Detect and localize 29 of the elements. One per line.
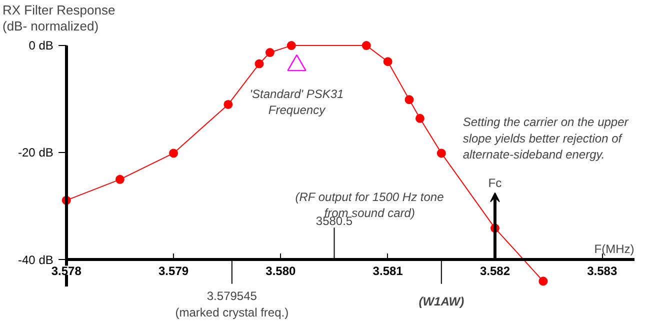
y-tick-label: -40 dB — [18, 252, 54, 267]
x-axis-title: F(MHz) — [594, 242, 634, 256]
x-tick-label: 3.580 — [266, 264, 296, 278]
point — [169, 148, 178, 158]
point — [224, 100, 233, 109]
point — [415, 114, 424, 123]
x-tick-label: 3.583 — [587, 264, 618, 278]
point — [436, 148, 446, 158]
point — [254, 59, 264, 68]
y-tick-label: -20 dB — [18, 146, 54, 160]
y-tick-label: 0 dB — [28, 38, 54, 53]
x-tick-label: 3.581 — [372, 264, 404, 278]
text: 3.579545 (marked crystal freq.) — [175, 289, 289, 320]
x-tick-label: 3.578 — [51, 264, 82, 278]
point — [265, 48, 274, 58]
x-tick-label: 3.579 — [158, 264, 189, 278]
x-tick-label: 3.582 — [480, 264, 510, 278]
point — [115, 174, 124, 184]
point — [404, 95, 414, 104]
point — [538, 276, 548, 286]
annotation: 'Standard' PSK31 Frequency — [250, 86, 344, 117]
text: (W1AW) — [418, 294, 464, 309]
point — [383, 57, 392, 66]
annotation: Fc — [488, 176, 502, 190]
point — [286, 41, 296, 50]
chart-subtitle: (dB- normalized) — [2, 18, 99, 34]
chart-title: RX Filter Response — [2, 2, 116, 18]
annotation: Setting the carrier on the upper slope yields better rejection of alternate-sideband energy. — [462, 115, 630, 162]
point — [362, 41, 371, 50]
